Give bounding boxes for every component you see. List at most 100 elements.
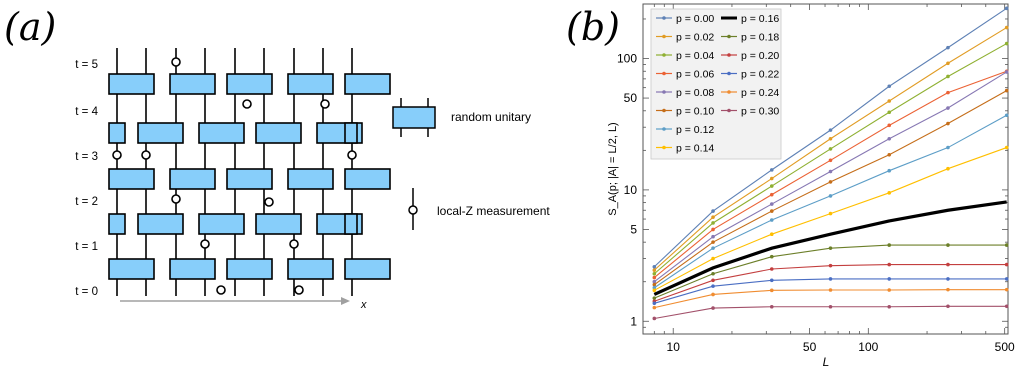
legend-marker [662, 108, 666, 113]
measurement-marker [242, 99, 252, 109]
data-point [711, 227, 715, 232]
data-point [946, 45, 950, 50]
data-point [1004, 88, 1009, 93]
legend-label: p = 0.16 [741, 13, 779, 25]
data-point [1004, 70, 1009, 74]
data-point [887, 84, 892, 89]
panel-a: (a) t = 0 t = 1 t = 2 t = 3 t = 4 t = 5 … [4, 5, 550, 311]
x-axis-label: x [360, 299, 367, 311]
legend-marker [662, 34, 666, 39]
data-point [711, 284, 715, 288]
data-point [711, 209, 715, 213]
legend-entry: p = 0.04 [656, 50, 714, 62]
circuit-diagram [108, 48, 391, 296]
unitary-gate [344, 258, 391, 280]
time-label-0: t = 0 [75, 286, 98, 298]
time-label-5: t = 5 [75, 59, 98, 71]
legend-label: p = 0.20 [741, 50, 779, 62]
data-point [711, 271, 715, 276]
legend-entry: p = 0.12 [656, 124, 714, 136]
series-016 [653, 200, 1007, 296]
y-axis-title: S_A(p; |A| = L/2, L) [607, 122, 619, 215]
unitary-gate [169, 258, 216, 280]
series-022 [652, 277, 1009, 306]
measurement-marker [171, 57, 181, 67]
legend-entry: p = 0.14 [656, 143, 714, 155]
unitary-gate [169, 73, 216, 95]
data-point [828, 169, 833, 174]
measurement-marker [320, 99, 330, 109]
legend-measurement: local-Z measurement [408, 188, 550, 230]
data-point [946, 287, 950, 292]
unitary-gate-icon [392, 98, 436, 137]
series-014 [652, 145, 1009, 293]
data-point [652, 268, 657, 272]
measurement-legend-label: local-Z measurement [437, 204, 550, 218]
data-point [652, 271, 657, 276]
legend-label: p = 0.22 [741, 69, 779, 81]
unitary-gate-edge [344, 213, 358, 235]
time-labels: t = 0 t = 1 t = 2 t = 3 t = 4 t = 5 [75, 59, 98, 298]
data-point [946, 61, 950, 66]
measurement-marker [171, 194, 181, 204]
series-000 [652, 6, 1009, 269]
data-point [769, 176, 774, 181]
legend-marker [727, 53, 731, 57]
unitary-gate [137, 213, 184, 235]
unitary-gate [169, 168, 216, 190]
unitary-gate [198, 122, 245, 144]
series-line [653, 200, 1007, 296]
data-point [769, 278, 774, 283]
data-point [828, 147, 833, 151]
legend-marker [662, 145, 666, 150]
data-point [887, 168, 892, 173]
unitary-gate [344, 168, 391, 190]
y-tick-label: 100 [617, 52, 637, 66]
legend-marker [727, 34, 731, 39]
data-point [652, 316, 657, 321]
legend-entry: p = 0.10 [656, 106, 714, 118]
series-line [654, 289, 1007, 309]
x-tick-label: 50 [803, 340, 817, 354]
unitary-gate [108, 73, 155, 95]
data-point [887, 152, 892, 157]
unitary-legend-label: random unitary [451, 110, 531, 124]
time-label-2: t = 2 [75, 196, 98, 208]
data-point [828, 277, 833, 281]
legend-entry: p = 0.22 [721, 69, 779, 81]
legend-marker [662, 53, 666, 57]
x-tick-label: 100 [858, 340, 878, 354]
unitary-gate-edge [108, 213, 126, 235]
data-point [887, 110, 892, 115]
data-point [1004, 113, 1009, 118]
x-tick-label: 500 [995, 340, 1015, 354]
measurement-marker [294, 285, 304, 295]
series-008 [652, 70, 1009, 284]
legend-entry: p = 0.16 [721, 13, 779, 25]
panel-b-label: (b) [566, 5, 620, 49]
series-004 [652, 41, 1009, 276]
measurement-icon [408, 188, 418, 230]
unitary-gate [287, 258, 334, 280]
legend-entry: p = 0.30 [721, 106, 779, 118]
y-tick-label: 1 [630, 314, 637, 328]
measurement-marker [264, 197, 274, 207]
x-axis-arrow [120, 297, 350, 305]
data-point [769, 232, 774, 236]
data-point [828, 180, 833, 184]
unitary-gate [226, 168, 273, 190]
measurement-marker [112, 150, 122, 160]
unitary-gate [108, 168, 155, 190]
data-point [1004, 6, 1009, 11]
data-point [946, 74, 950, 79]
legend-entry: p = 0.24 [721, 87, 779, 99]
unitary-gate [226, 73, 273, 95]
data-point [769, 288, 774, 293]
data-point [828, 136, 833, 141]
measurement-marker [347, 150, 357, 160]
legend-box [650, 8, 782, 160]
data-point [887, 304, 892, 309]
panel-a-label: (a) [4, 5, 56, 49]
legend-entry: p = 0.06 [656, 69, 714, 81]
